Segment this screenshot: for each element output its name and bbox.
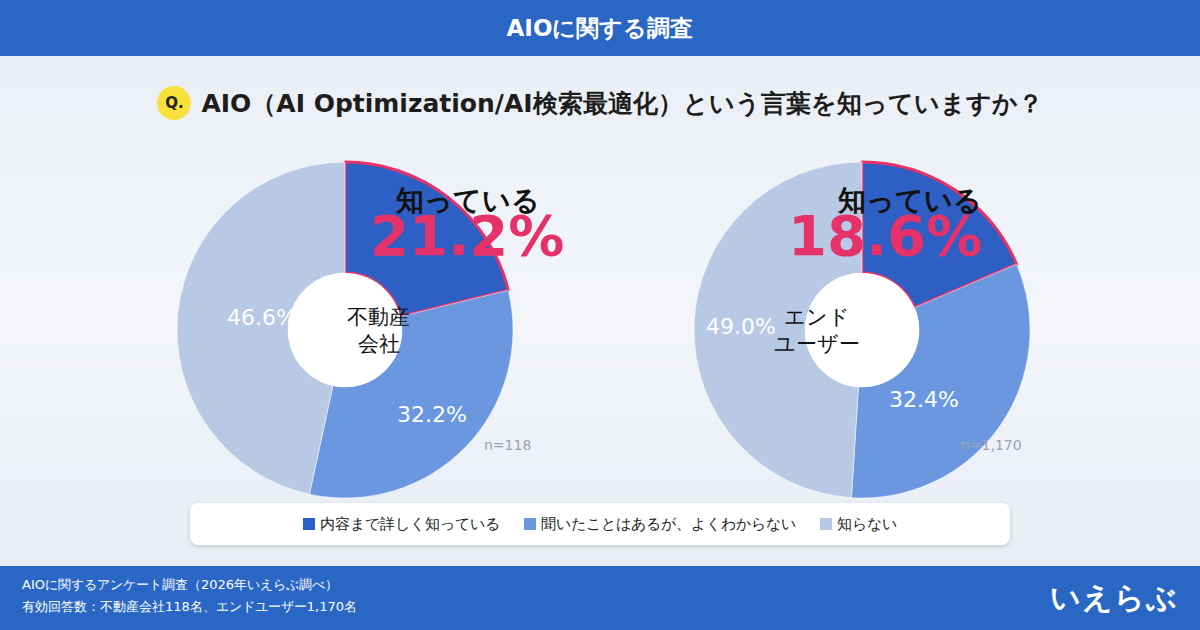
- svg-text:21.2%: 21.2%: [370, 203, 564, 268]
- svg-text:n=118: n=118: [484, 437, 531, 453]
- html-text:Q.: Q.: [165, 94, 184, 112]
- html-text:AIOに関するアンケート調査（2026年いえらぶ調べ）: AIOに関するアンケート調査（2026年いえらぶ調べ）: [22, 577, 338, 592]
- svg-text:知っている: 知っている: [837, 184, 982, 217]
- html-text:聞いたことはあるが、よくわからない: 聞いたことはあるが、よくわからない: [541, 514, 796, 533]
- svg-text:46.6%: 46.6%: [227, 305, 297, 330]
- html-text:いえらぶ: いえらぶ: [1050, 580, 1178, 615]
- html-text:AIO（AI Optimization/AI検索最適化）とい: AIO（AI Optimization/AI検索最適化）という言葉を知っています…: [201, 88, 1043, 118]
- html-text:内容まで詳しく知っている: 内容まで詳しく知っている: [320, 514, 500, 533]
- svg-text:不動産会社: 不動産会社: [347, 305, 410, 356]
- svg-text:エンドユーザー: エンドユーザー: [774, 305, 860, 356]
- svg-text:32.2%: 32.2%: [397, 402, 467, 427]
- svg-text:18.6%: 18.6%: [788, 203, 982, 268]
- html-text:AIOに関する調査: AIOに関する調査: [506, 15, 694, 41]
- svg-text:知っている: 知っている: [395, 184, 540, 217]
- html-text:知らない: 知らない: [837, 514, 897, 533]
- svg-text:32.4%: 32.4%: [889, 387, 959, 412]
- html-text:有効回答数：不動産会社118名、エンドユーザー1,170名: 有効回答数：不動産会社118名、エンドユーザー1,170名: [22, 599, 357, 614]
- svg-text:49.0%: 49.0%: [706, 314, 776, 339]
- svg-text:n=1,170: n=1,170: [961, 437, 1022, 453]
